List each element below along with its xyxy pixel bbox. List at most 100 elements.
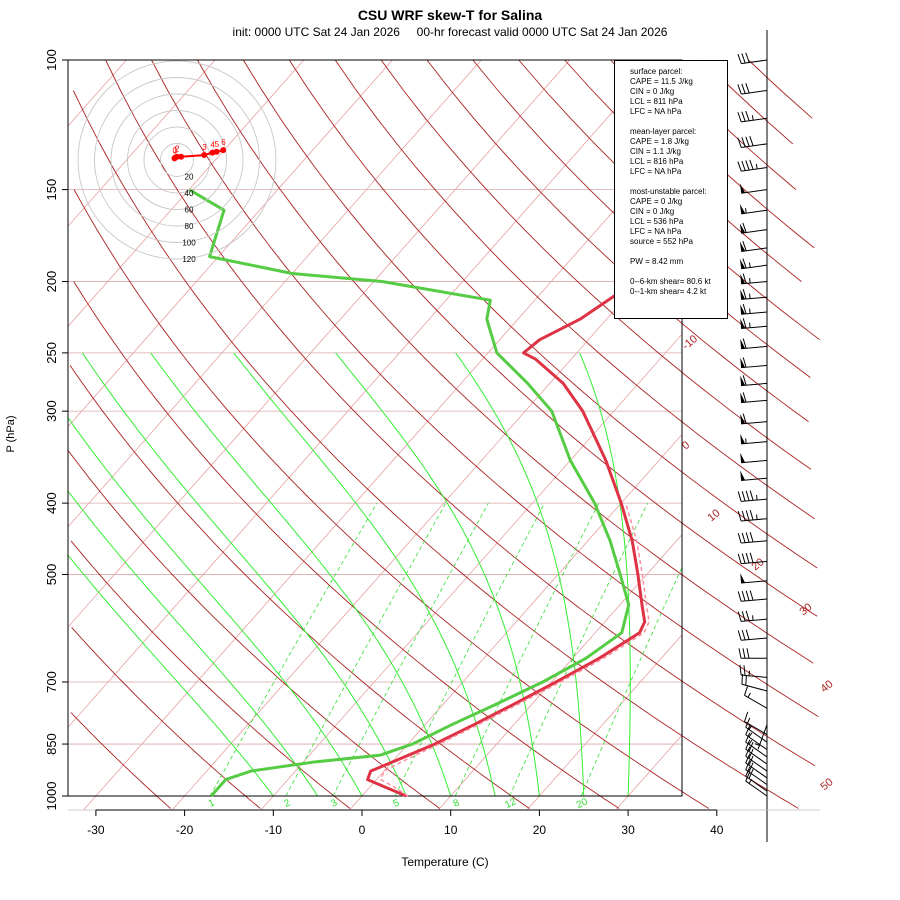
hodograph-point — [174, 153, 180, 160]
isotherm-label: 50 — [819, 776, 836, 793]
barb-shaft — [741, 264, 768, 270]
barb-full — [742, 289, 747, 300]
x-tick-label: 40 — [710, 823, 724, 837]
barb-full — [741, 83, 746, 94]
wind-barb — [737, 590, 768, 602]
legend-line: 0--6-km shear= 80.6 kt — [630, 277, 711, 286]
mixing-ratio-label: 5 — [391, 797, 401, 810]
barb-shaft — [745, 775, 768, 792]
mixing-ratio-label: 3 — [329, 797, 339, 810]
mixing-ratio-line — [580, 566, 682, 797]
barb-full — [745, 753, 751, 764]
barb-full — [741, 629, 746, 641]
barb-full — [742, 357, 747, 368]
barb-shaft — [744, 721, 768, 735]
most-unstable-parcel-block: most-unstable parcel: CAPE = 0 J/kg CIN … — [630, 187, 727, 247]
barb-flag — [740, 392, 746, 403]
wind-barb — [740, 433, 768, 445]
y-tick-label: 250 — [44, 342, 59, 364]
barb-shaft — [745, 762, 768, 779]
wind-barb — [741, 674, 768, 692]
hodograph-ring-label: 120 — [182, 255, 196, 264]
barb-half — [755, 163, 758, 170]
barb-flag — [739, 258, 746, 269]
wind-barb — [739, 664, 768, 678]
wind-barb — [740, 289, 768, 300]
wind-barb — [739, 222, 768, 234]
y-tick-label: 300 — [44, 400, 59, 422]
barb-full — [741, 591, 746, 602]
moist-adiabat — [233, 352, 496, 797]
dry-adiabat — [380, 59, 812, 470]
barb-full — [742, 318, 747, 329]
legend-line: CAPE = 1.8 J/kg — [630, 137, 689, 146]
wind-barb — [745, 766, 768, 792]
barb-full — [745, 746, 751, 757]
barb-shaft — [741, 311, 768, 315]
barb-half — [748, 778, 753, 784]
barb-flag — [740, 470, 746, 481]
barb-shaft — [741, 560, 768, 565]
legend-line: LFC = NA hPa — [630, 167, 682, 176]
parcel-profile — [380, 502, 650, 797]
isotherm-line — [68, 60, 394, 428]
mixing-ratio-lines — [209, 502, 682, 797]
mixing-ratio-label: 12 — [503, 796, 518, 811]
moist-adiabat — [68, 416, 363, 797]
wind-barb — [737, 532, 768, 544]
barb-full — [738, 648, 742, 659]
hodograph-ring — [110, 93, 244, 227]
y-tick-label: 150 — [44, 179, 59, 201]
legend-line: CIN = 0 J/kg — [630, 87, 675, 96]
y-tick-label: 400 — [44, 492, 59, 514]
surface-parcel-block: surface parcel: CAPE = 11.5 J/kg CIN = 0… — [630, 67, 727, 117]
mixing-ratio-line — [209, 502, 378, 797]
barb-shaft — [741, 89, 768, 95]
barb-full — [745, 52, 750, 63]
dry-adiabat — [72, 90, 799, 809]
x-tick-label: -10 — [265, 823, 283, 837]
wind-barb — [740, 573, 768, 584]
moist-adiabat — [68, 554, 274, 797]
y-axis-label: P (hPa) — [5, 415, 17, 453]
barb-full — [749, 590, 754, 601]
isotherm-line — [526, 634, 682, 810]
barb-shaft — [741, 364, 768, 369]
legend-line: LCL = 811 hPa — [630, 97, 683, 106]
barb-shaft — [741, 674, 768, 678]
barb-shaft — [741, 143, 768, 148]
legend-line: CIN = 0 J/kg — [630, 207, 675, 216]
dry-adiabat — [73, 189, 710, 809]
barb-shaft — [741, 345, 768, 350]
legend-line: LFC = NA hPa — [630, 227, 682, 236]
legend-line: LCL = 816 hPa — [630, 157, 684, 166]
isotherm-line — [68, 60, 660, 728]
temperature-profile — [366, 237, 682, 798]
shear-block: 0--6-km shear= 80.6 kt 0--1-km shear= 4.… — [630, 277, 727, 297]
moist-adiabat — [335, 352, 540, 797]
x-tick-label: -30 — [87, 823, 105, 837]
barb-full — [745, 83, 750, 94]
barb-full — [741, 137, 746, 148]
wind-barb — [740, 273, 768, 285]
isotherm-label: 40 — [819, 678, 836, 695]
hodograph-ring-label: 80 — [185, 222, 194, 231]
isotherm-lines — [68, 60, 682, 810]
barb-half — [745, 208, 747, 214]
wind-barb — [745, 746, 768, 772]
barb-full — [741, 674, 744, 685]
barb-full — [748, 769, 754, 779]
wind-barb — [737, 510, 768, 522]
barb-full — [741, 491, 746, 502]
barb-full — [745, 766, 751, 777]
barb-shaft — [741, 399, 768, 404]
dry-adiabat — [334, 59, 815, 520]
moist-adiabat — [150, 352, 452, 797]
barb-flag — [739, 241, 746, 252]
wind-barb — [745, 732, 768, 758]
barb-shaft — [741, 382, 768, 387]
y-tick-label: 700 — [44, 671, 59, 693]
parcel-legend: surface parcel: CAPE = 11.5 J/kg CIN = 0… — [614, 60, 728, 319]
barb-full — [748, 741, 754, 752]
legend-line: PW = 8.42 mm — [630, 257, 684, 266]
